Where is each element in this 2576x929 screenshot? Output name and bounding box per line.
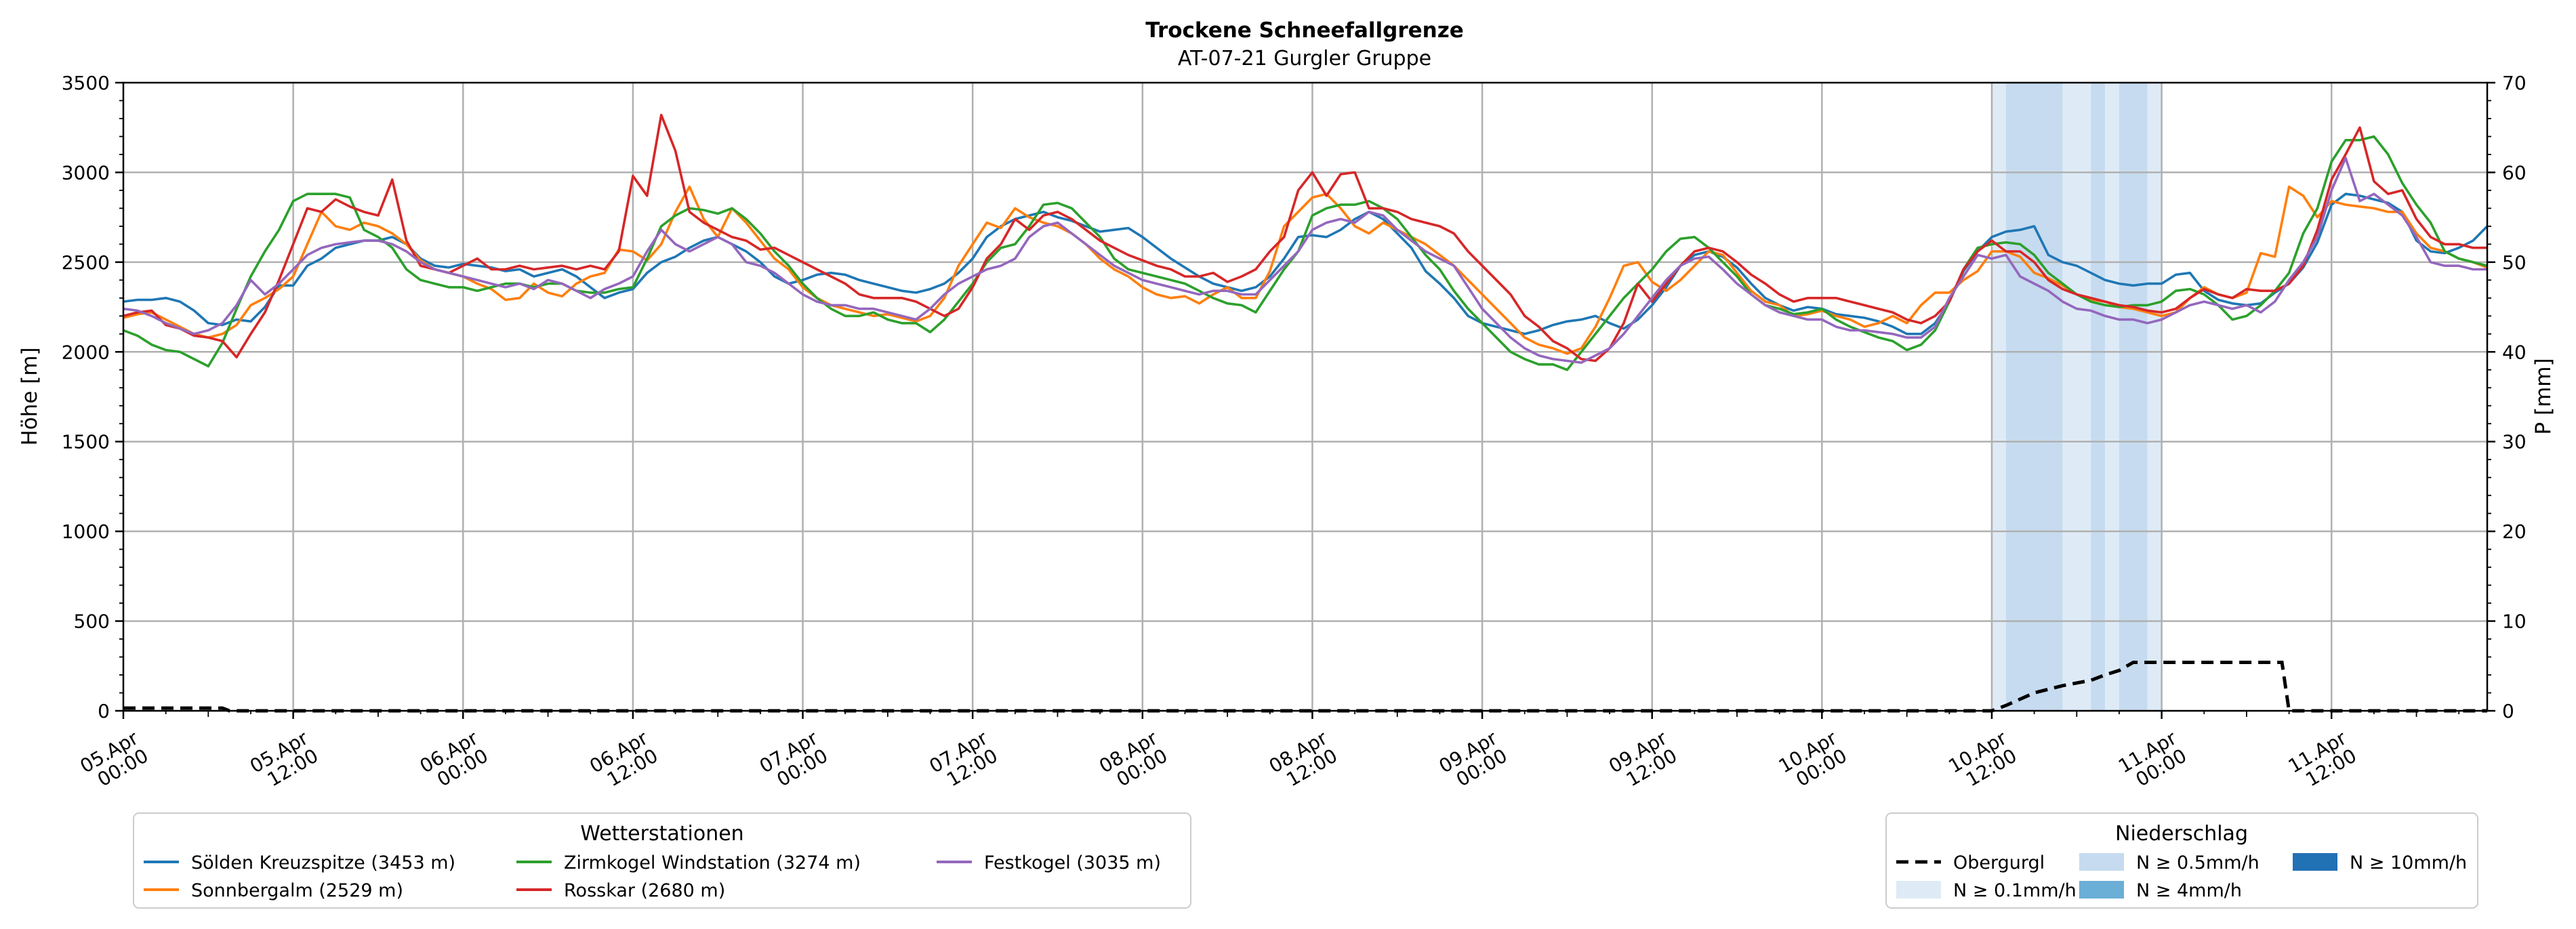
series-line-3 — [123, 113, 2487, 363]
x-tick-label-36: 06.Apr12:00 — [586, 726, 661, 795]
y-axis-label: Höhe [m] — [18, 347, 42, 445]
legend-stations-label-4: Festkogel (3035 m) — [984, 852, 1161, 873]
y2-tick-label-10: 10 — [2502, 611, 2527, 633]
y-tick-label-2000: 2000 — [62, 341, 110, 363]
legend-precip-swatch-4 — [2293, 853, 2337, 871]
legend-stations-box — [133, 812, 1191, 909]
precip-band-6 — [2147, 83, 2162, 711]
x-tick-label-12: 05.Apr12:00 — [246, 726, 322, 795]
legend-precip-label-2: N ≥ 0.5mm/h — [2136, 852, 2260, 873]
y-tick-label-500: 500 — [74, 611, 110, 633]
legend-precip-label-0: Obergurgl — [1953, 852, 2045, 873]
series-line-1 — [123, 185, 2488, 355]
legend-precip-title: Niederschlag — [2115, 822, 2248, 846]
precip-band-0 — [1991, 83, 2006, 711]
legend-stations-entries: Sölden Kreuzspitze (3453 m) Sonnbergalm (… — [144, 852, 1161, 901]
precip-band-1 — [2005, 83, 2063, 711]
x-tick-label-108: 09.Apr12:00 — [1605, 726, 1681, 795]
x-tick-label-144: 11.Apr00:00 — [2114, 726, 2190, 795]
legend-precip-label-4: N ≥ 10mm/h — [2350, 852, 2467, 873]
y2-axis-label: P [mm] — [2531, 358, 2556, 434]
legend-stations-title: Wetterstationen — [580, 822, 743, 846]
x-tick-label-48: 07.Apr00:00 — [756, 726, 832, 795]
precip-band-4 — [2105, 83, 2119, 711]
chart-title: Trockene Schneefallgrenze — [1145, 18, 1464, 43]
plot-frame — [122, 81, 2489, 712]
legend-stations-label-2: Zirmkogel Windstation (3274 m) — [564, 852, 861, 873]
x-tick-label-0: 05.Apr00:00 — [76, 726, 152, 795]
precip-band-2 — [2062, 83, 2091, 711]
precipitation-bands — [1991, 83, 2162, 711]
legend-precip-swatch-3 — [2079, 881, 2124, 899]
y-tick-label-2500: 2500 — [62, 251, 110, 274]
legend-precip-swatch-2 — [2079, 853, 2124, 871]
y2-tick-label-40: 40 — [2502, 341, 2527, 363]
y2-tick-label-20: 20 — [2502, 520, 2527, 543]
legend-precip: Niederschlag Obergurgl N ≥ 0.1mm/h N ≥ 0.5… — [1885, 812, 2478, 909]
y-axis-left: 0 500 1000 1500 2000 2500 3000 3500 — [62, 72, 123, 722]
legend-stations: Wetterstationen Sölden Kreuzspitze (3453… — [133, 812, 1191, 909]
grid-lines — [123, 83, 2487, 711]
station-series — [123, 113, 2489, 371]
x-tick-label-96: 09.Apr00:00 — [1435, 726, 1511, 795]
y-tick-label-1000: 1000 — [62, 520, 110, 543]
y-tick-label-0: 0 — [98, 700, 110, 722]
precip-band-3 — [2091, 83, 2106, 711]
y2-tick-label-30: 30 — [2502, 431, 2527, 453]
y2-tick-label-0: 0 — [2502, 700, 2514, 722]
y-axis-right: 0 10 20 30 40 50 60 70 — [2487, 72, 2527, 722]
legend-precip-entries: Obergurgl N ≥ 0.1mm/h N ≥ 0.5mm/h N ≥ 4mm/h… — [1896, 852, 2467, 901]
precip-band-5 — [2119, 83, 2148, 711]
y2-tick-label-50: 50 — [2502, 251, 2527, 274]
legend-stations-label-0: Sölden Kreuzspitze (3453 m) — [191, 852, 455, 873]
legend-precip-box — [1885, 812, 2478, 909]
x-tick-label-120: 10.Apr00:00 — [1775, 726, 1851, 795]
legend-stations-label-1: Sonnbergalm (2529 m) — [191, 880, 403, 901]
legend-precip-swatch-1 — [1896, 881, 1941, 899]
x-tick-label-24: 06.Apr00:00 — [416, 726, 492, 795]
legend-precip-label-1: N ≥ 0.1mm/h — [1953, 880, 2077, 901]
y-tick-label-3500: 3500 — [62, 72, 110, 94]
y2-tick-label-70: 70 — [2502, 72, 2527, 94]
x-tick-label-84: 08.Apr12:00 — [1265, 726, 1341, 795]
y2-tick-label-60: 60 — [2502, 161, 2527, 184]
x-tick-label-156: 11.Apr12:00 — [2285, 726, 2360, 795]
y-tick-label-3000: 3000 — [62, 161, 110, 184]
x-tick-label-132: 10.Apr12:00 — [1944, 726, 2020, 795]
legend-stations-label-3: Rosskar (2680 m) — [564, 880, 725, 901]
legend-precip-label-3: N ≥ 4mm/h — [2136, 880, 2242, 901]
chart-subtitle: AT-07-21 Gurgler Gruppe — [1178, 47, 1431, 70]
x-axis: 05.Apr00:00 05.Apr12:00 06.Apr00:00 06.Apr1… — [76, 711, 2460, 795]
x-tick-label-60: 07.Apr12:00 — [926, 726, 1002, 795]
y-tick-label-1500: 1500 — [62, 431, 110, 453]
x-tick-label-72: 08.Apr00:00 — [1095, 726, 1171, 795]
series-line-4 — [123, 157, 2487, 365]
